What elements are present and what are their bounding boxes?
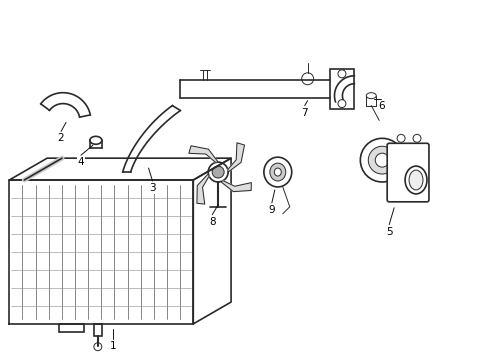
Text: 8: 8 <box>209 217 216 227</box>
Polygon shape <box>197 174 209 204</box>
Text: 6: 6 <box>378 100 385 111</box>
Text: 1: 1 <box>109 341 116 351</box>
Ellipse shape <box>367 93 376 99</box>
Circle shape <box>368 146 396 174</box>
Ellipse shape <box>270 163 286 181</box>
Ellipse shape <box>405 166 427 194</box>
Text: 2: 2 <box>58 133 64 143</box>
Circle shape <box>397 134 405 142</box>
Circle shape <box>413 134 421 142</box>
Circle shape <box>375 153 389 167</box>
Polygon shape <box>228 143 245 172</box>
Text: 9: 9 <box>269 205 275 215</box>
Ellipse shape <box>274 168 281 176</box>
Bar <box>59 324 84 332</box>
Polygon shape <box>189 146 218 162</box>
Ellipse shape <box>264 157 292 187</box>
Text: 4: 4 <box>77 157 84 167</box>
Circle shape <box>360 138 404 182</box>
FancyBboxPatch shape <box>387 143 429 202</box>
Circle shape <box>94 343 102 351</box>
Text: 7: 7 <box>301 108 308 117</box>
Ellipse shape <box>90 136 102 144</box>
Ellipse shape <box>409 170 423 190</box>
Circle shape <box>338 100 346 108</box>
Text: 3: 3 <box>149 183 156 193</box>
Bar <box>329 69 354 109</box>
Circle shape <box>302 73 314 85</box>
Polygon shape <box>220 181 251 192</box>
Circle shape <box>208 162 228 182</box>
Bar <box>94 324 102 336</box>
Text: 5: 5 <box>386 226 392 237</box>
Circle shape <box>338 70 346 78</box>
Circle shape <box>212 166 224 178</box>
